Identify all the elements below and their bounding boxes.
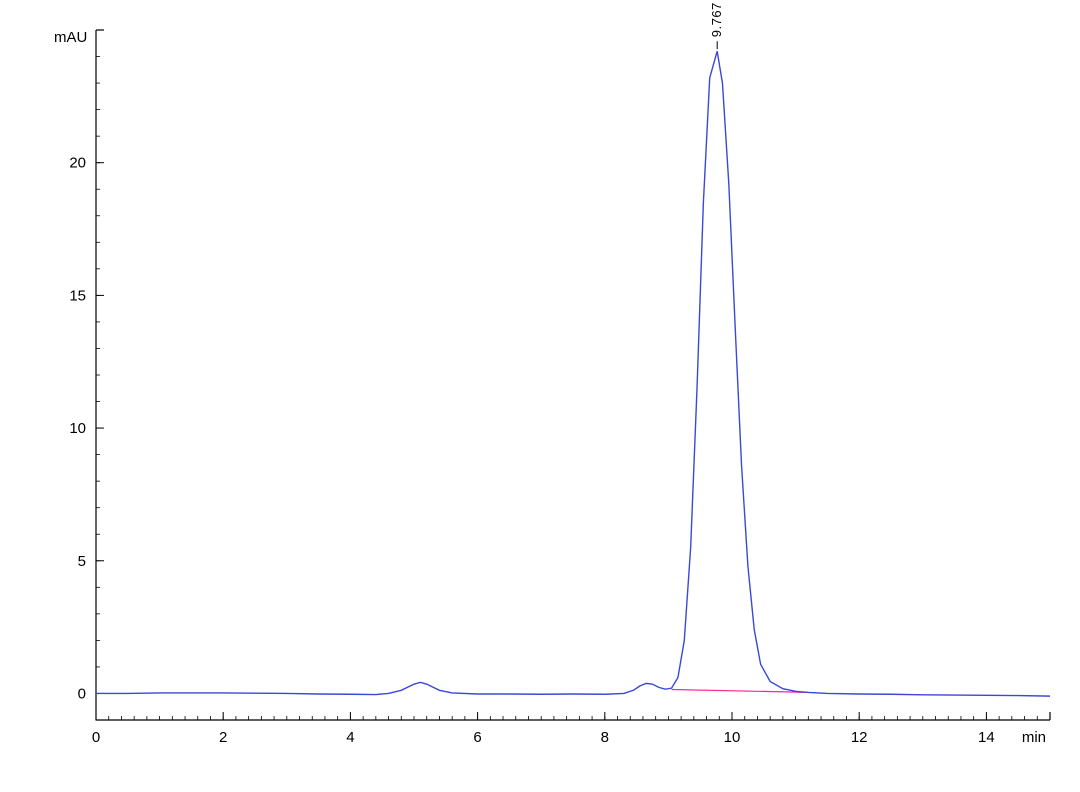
y-tick-label: 10 [69,420,86,437]
peak-label: 9.767 [709,2,724,37]
y-tick-label: 5 [78,553,86,570]
chromatogram-trace [96,51,1050,696]
x-tick-label: 14 [978,729,995,746]
y-axis-unit: mAU [54,29,87,46]
x-tick-label: 10 [724,729,741,746]
x-tick-label: 6 [473,729,481,746]
y-tick-label: 20 [69,155,86,172]
x-tick-label: 8 [601,729,609,746]
chromatogram-chart: 0 2 4 6 8 10 12 14 min 0 5 10 15 20 mAU 9.767 [0,0,1080,792]
chromatogram-svg: 0 2 4 6 8 10 12 14 min 0 5 10 15 20 mAU 9.767 [0,0,1080,792]
x-tick-label: 0 [92,729,100,746]
x-tick-label: 2 [219,729,227,746]
x-tick-label: 12 [851,729,868,746]
x-axis-unit: min [1022,729,1046,746]
y-tick-label: 15 [69,287,86,304]
y-tick-label: 0 [78,685,86,702]
x-tick-label: 4 [346,729,354,746]
